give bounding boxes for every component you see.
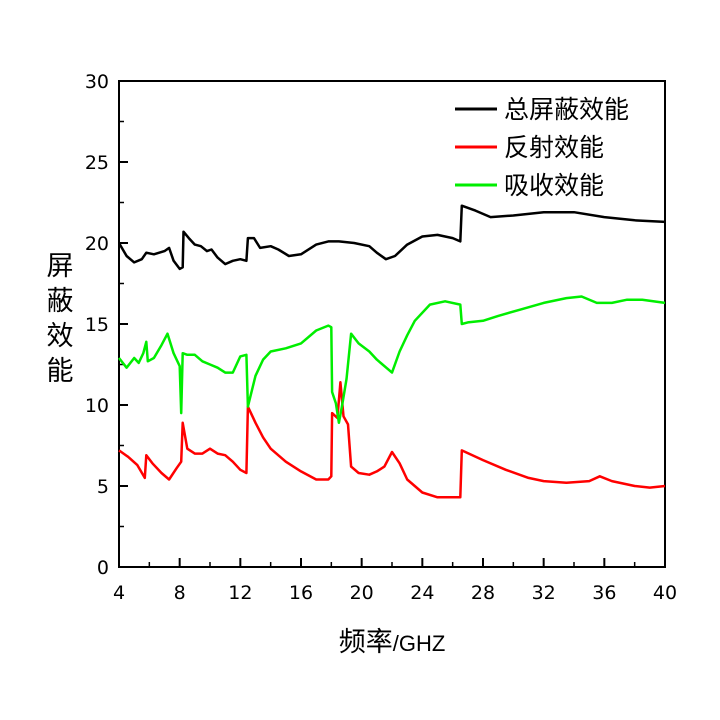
x-tick-label: 32	[532, 582, 556, 604]
x-axis-title-unit: /GHZ	[393, 631, 446, 656]
y-tick-label: 15	[85, 314, 109, 336]
x-tick-label: 36	[592, 582, 616, 604]
x-axis-title: 频率/GHZ	[339, 627, 446, 658]
x-tick-label: 40	[653, 582, 677, 604]
legend-label: 总屏蔽效能	[504, 95, 629, 124]
series-line-2	[118, 381, 666, 499]
series-line-3	[118, 295, 666, 425]
y-tick-label: 30	[85, 71, 109, 93]
x-tick-label: 12	[228, 582, 252, 604]
series-layer	[117, 204, 666, 499]
x-axis: 4 8 12 16 20 24 28 32 36 40	[113, 558, 677, 604]
y-axis-title-text: 屏蔽效能	[47, 251, 74, 387]
x-tick-label: 24	[410, 582, 434, 604]
x-tick-label: 4	[113, 582, 125, 604]
y-tick-label: 5	[97, 476, 109, 498]
series-line-1	[117, 204, 666, 271]
x-tick-label: 20	[350, 582, 374, 604]
y-axis: 0 5 10 15 20 25 30	[85, 71, 128, 579]
y-tick-label: 0	[97, 557, 109, 579]
x-axis-title-main: 频率	[339, 627, 393, 658]
y-tick-label: 20	[85, 233, 109, 255]
legend-label: 反射效能	[504, 133, 604, 162]
x-tick-label: 16	[289, 582, 313, 604]
legend-label: 吸收效能	[504, 171, 604, 200]
x-tick-label: 8	[174, 582, 186, 604]
y-tick-label: 10	[85, 395, 109, 417]
y-tick-label: 25	[85, 152, 109, 174]
y-axis-title: 屏蔽效能	[47, 251, 74, 387]
x-tick-label: 28	[471, 582, 495, 604]
